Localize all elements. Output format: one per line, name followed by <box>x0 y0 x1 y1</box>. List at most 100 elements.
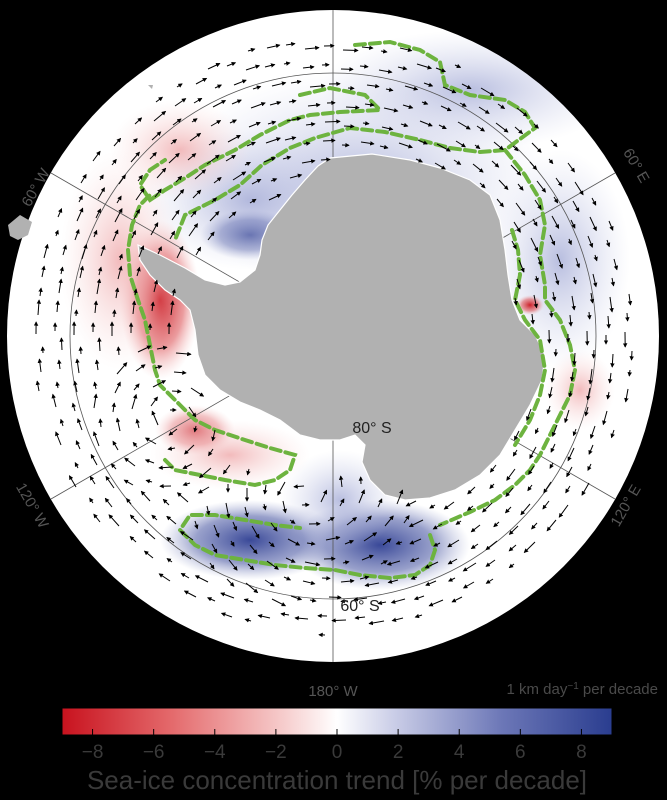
drift-vector <box>112 309 117 318</box>
drift-vector <box>470 543 479 550</box>
drift-vector <box>57 359 62 370</box>
drift-vector <box>211 429 216 442</box>
drift-vector <box>251 178 262 185</box>
drift-vector <box>193 425 198 433</box>
drift-vector <box>510 164 522 176</box>
drift-vector <box>455 520 462 525</box>
drift-vector <box>173 189 185 202</box>
trend-patch-north-light <box>320 30 620 150</box>
drift-vector <box>320 157 331 162</box>
drift-vector <box>55 381 60 389</box>
drift-vector <box>75 440 81 450</box>
drift-vector <box>265 137 281 144</box>
drift-vector <box>284 136 297 141</box>
drift-vector <box>246 141 256 147</box>
drift-vector <box>113 137 122 147</box>
drift-vector <box>467 486 476 495</box>
drift-vector <box>206 154 220 165</box>
drift-vector <box>129 514 139 524</box>
drift-vector <box>368 620 385 626</box>
drift-vector <box>609 296 614 313</box>
drift-vector <box>550 139 558 148</box>
drift-vector <box>191 118 198 123</box>
drift-vector <box>627 293 633 306</box>
drift-vector <box>73 380 78 393</box>
drift-vector <box>282 500 287 514</box>
drift-vector <box>423 82 434 87</box>
drift-vector <box>271 81 287 87</box>
drift-vector <box>290 595 303 601</box>
drift-vector <box>195 246 202 256</box>
drift-vector <box>400 122 409 128</box>
drift-vector <box>283 576 292 581</box>
drift-vector <box>413 595 425 601</box>
drift-vector <box>442 86 457 94</box>
drift-vector <box>480 87 495 97</box>
drift-vector <box>266 43 281 49</box>
drift-vector <box>171 288 176 297</box>
drift-vector <box>133 288 138 296</box>
drift-vector <box>364 582 380 588</box>
drift-vector <box>140 490 151 502</box>
drift-vector <box>104 497 113 508</box>
colorbar-ticks: −8 −6 −4 −2 0 2 4 6 8 <box>82 729 587 763</box>
drift-vector <box>199 467 212 479</box>
drift-vector <box>345 105 360 110</box>
drift-vector <box>62 244 67 256</box>
drift-vector <box>143 550 154 559</box>
drift-vector <box>289 519 296 524</box>
drift-vector <box>497 103 506 110</box>
drift-vector <box>496 198 504 208</box>
drift-vector <box>513 297 518 306</box>
ice-edge-east <box>438 148 578 527</box>
drift-vector <box>470 524 481 533</box>
drift-vector <box>183 590 197 598</box>
drift-vector <box>137 345 152 353</box>
drift-vector <box>232 171 247 181</box>
drift-vector <box>71 402 76 412</box>
drift-vector <box>151 514 158 521</box>
drift-vector <box>111 402 116 413</box>
drift-vector <box>404 85 419 91</box>
drift-vector <box>36 299 42 316</box>
drift-vector <box>190 387 205 397</box>
drift-vector <box>567 447 575 462</box>
drift-vector <box>153 110 167 122</box>
drift-vector <box>571 295 576 311</box>
drift-vector <box>320 489 328 503</box>
drift-vector <box>409 557 420 563</box>
drift-vector <box>195 77 208 85</box>
drift-vector <box>359 575 370 580</box>
drift-vector <box>131 300 137 315</box>
drift-vector <box>572 200 580 213</box>
drift-vector <box>59 266 64 275</box>
drift-vector <box>608 220 614 231</box>
drift-vector <box>433 542 441 547</box>
drift-vector <box>154 188 162 198</box>
drift-vector <box>73 309 79 317</box>
drift-vector <box>93 513 101 523</box>
drift-vector <box>111 158 117 166</box>
drift-vector <box>342 48 359 53</box>
drift-vector <box>190 210 197 218</box>
drift-vector <box>516 107 528 117</box>
drift-vector <box>118 174 126 185</box>
drift-vector <box>157 246 162 255</box>
drift-vector <box>531 142 542 153</box>
colorbar-tick-label: 8 <box>576 742 587 763</box>
drift-vector <box>228 559 238 571</box>
drift-vector <box>249 544 258 555</box>
drift-vector <box>529 446 537 460</box>
drift-vector <box>35 380 41 392</box>
drift-vector <box>523 541 536 554</box>
drift-vector <box>570 219 576 229</box>
drift-vector <box>79 265 85 279</box>
drift-vector <box>98 418 103 428</box>
drift-vector <box>508 544 517 552</box>
colorbar-tick-label: 4 <box>454 742 465 763</box>
drift-vector <box>377 498 383 508</box>
drift-vector <box>207 231 215 241</box>
ice-edge-ross <box>177 513 438 581</box>
drift-vector <box>115 417 121 432</box>
drift-vector <box>134 117 143 125</box>
